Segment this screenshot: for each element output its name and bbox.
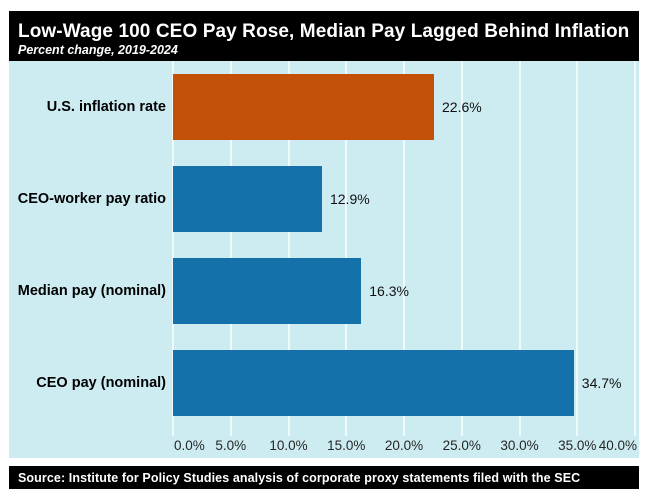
value-label: 12.9% [329, 191, 370, 207]
axis-tick [518, 429, 521, 436]
x-tick-label: 15.0% [327, 438, 366, 453]
gridline [576, 61, 579, 429]
axis-tick [345, 429, 348, 436]
bar-row: CEO-worker pay ratio 12.9% [9, 153, 639, 245]
chart-title: Low-Wage 100 CEO Pay Rose, Median Pay La… [18, 20, 630, 42]
value-label: 22.6% [442, 99, 482, 115]
x-tick-label: 0.0% [174, 438, 205, 453]
bar [173, 74, 435, 140]
x-tick-label: 40.0% [598, 438, 637, 453]
axis-tick [229, 429, 232, 436]
gridline [287, 61, 290, 429]
bar [173, 166, 322, 232]
x-tick-label: 25.0% [442, 438, 481, 453]
title-bar: Low-Wage 100 CEO Pay Rose, Median Pay La… [9, 11, 639, 61]
bar-row: U.S. inflation rate 22.6% [9, 61, 639, 153]
figure: Low-Wage 100 CEO Pay Rose, Median Pay La… [9, 11, 639, 489]
axis-tick [576, 429, 579, 436]
bar [173, 350, 574, 416]
source-bar: Source: Institute for Policy Studies ana… [9, 466, 639, 489]
chart-subtitle: Percent change, 2019-2024 [18, 42, 178, 57]
gridline [518, 61, 521, 429]
gridline [229, 61, 232, 429]
chart-area: U.S. inflation rate 22.6% CEO-worker pay r… [9, 61, 639, 458]
gridline [403, 61, 405, 429]
category-label: CEO-worker pay ratio [17, 191, 166, 207]
x-tick-label: 20.0% [384, 438, 424, 453]
category-label: Median pay (nominal) [17, 283, 166, 299]
value-label: 34.7% [581, 375, 622, 391]
bar-row: Median pay (nominal) 16.3% [9, 245, 639, 337]
x-tick-label: 5.0% [215, 438, 247, 453]
category-label: U.S. inflation rate [46, 99, 166, 115]
x-tick-label: 10.0% [269, 438, 308, 453]
source-text: Source: Institute for Policy Studies ana… [18, 470, 581, 485]
bar [173, 258, 362, 324]
axis-tick [403, 429, 405, 436]
category-label: CEO pay (nominal) [36, 375, 166, 391]
axis-tick [287, 429, 290, 436]
x-tick-label: 30.0% [500, 438, 539, 453]
bar-row: CEO pay (nominal) 34.7% [9, 337, 639, 429]
gridline [460, 61, 463, 429]
x-tick-label: 35.0% [558, 438, 597, 453]
gridline [345, 61, 348, 429]
gridline [172, 61, 174, 429]
value-label: 16.3% [369, 283, 409, 299]
axis-tick [172, 429, 174, 436]
axis-tick [634, 429, 636, 436]
axis-tick [460, 429, 463, 436]
gridline [634, 61, 636, 429]
